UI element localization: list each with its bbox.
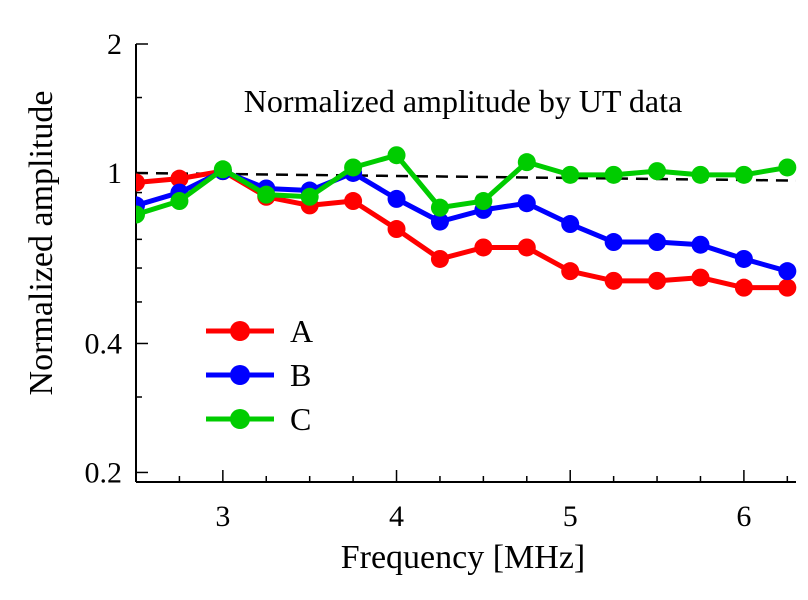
y-tick-label: 0.4 (85, 327, 123, 360)
series-b-point (517, 194, 536, 213)
legend-swatch-marker (230, 409, 250, 429)
legend-item-a: A (206, 313, 313, 349)
series-c-point (387, 146, 406, 165)
series-c-point (300, 187, 319, 206)
y-tick-label: 0.2 (85, 456, 123, 489)
series-a-point (604, 271, 623, 290)
reference-dashed-line (135, 171, 797, 182)
series-layer (136, 146, 797, 297)
legend-item-c: C (206, 401, 311, 437)
y-axis-title: Normalized amplitude (23, 91, 60, 396)
series-c (136, 146, 797, 224)
series-c-line (136, 152, 788, 217)
series-b-point (734, 249, 753, 268)
series-a-point (734, 278, 753, 297)
series-a-point (387, 220, 406, 239)
series-b-point (691, 235, 710, 254)
legend-swatch-marker (230, 321, 250, 341)
series-c-point (344, 158, 363, 177)
legend-label: A (290, 313, 313, 349)
series-c-point (430, 198, 449, 217)
series-b-point (604, 233, 623, 252)
legend: ABC (206, 313, 313, 437)
series-c-point (691, 165, 710, 184)
series-c-point (778, 158, 797, 177)
series-a-point (648, 271, 667, 290)
series-a-point (170, 169, 189, 188)
series-a-line (136, 168, 788, 291)
series-a-point (136, 173, 145, 192)
legend-label: C (290, 401, 311, 437)
series-c-point (734, 165, 753, 184)
x-tick-label: 6 (736, 500, 751, 533)
series-a-point (561, 262, 580, 281)
series-a-point (517, 238, 536, 257)
series-b-point (430, 212, 449, 231)
series-b-point (778, 262, 797, 281)
series-a-point (691, 268, 710, 287)
x-tick-label: 5 (563, 500, 578, 533)
x-tick-label: 4 (389, 500, 404, 533)
series-b-line (136, 168, 788, 274)
tick-labels: 3 4 5 6 0.2 0.4 1 2 (85, 28, 752, 533)
axes (135, 43, 796, 483)
series-a-point (474, 238, 493, 257)
series-b-point (387, 189, 406, 208)
series-c-point (257, 185, 276, 204)
series-a-point (778, 278, 797, 297)
x-tick-label: 3 (215, 500, 230, 533)
series-c-point (170, 192, 189, 211)
series-a-point (430, 249, 449, 268)
series-b-point (561, 215, 580, 234)
series-c-point (136, 205, 145, 224)
series-c-point (213, 160, 232, 179)
x-axis-title: Frequency [MHz] (341, 539, 586, 576)
y-tick-label: 1 (107, 157, 122, 190)
legend-item-b: B (206, 357, 311, 393)
series-c-point (604, 165, 623, 184)
series-b-point (648, 233, 667, 252)
legend-label: B (290, 357, 311, 393)
y-tick-label: 2 (107, 28, 122, 61)
series-a-point (344, 192, 363, 211)
series-c-point (474, 192, 493, 211)
series-c-point (517, 153, 536, 172)
series-c-point (561, 165, 580, 184)
series-c-point (648, 162, 667, 181)
chart-title: Normalized amplitude by UT data (244, 83, 682, 119)
legend-swatch-marker (230, 365, 250, 385)
